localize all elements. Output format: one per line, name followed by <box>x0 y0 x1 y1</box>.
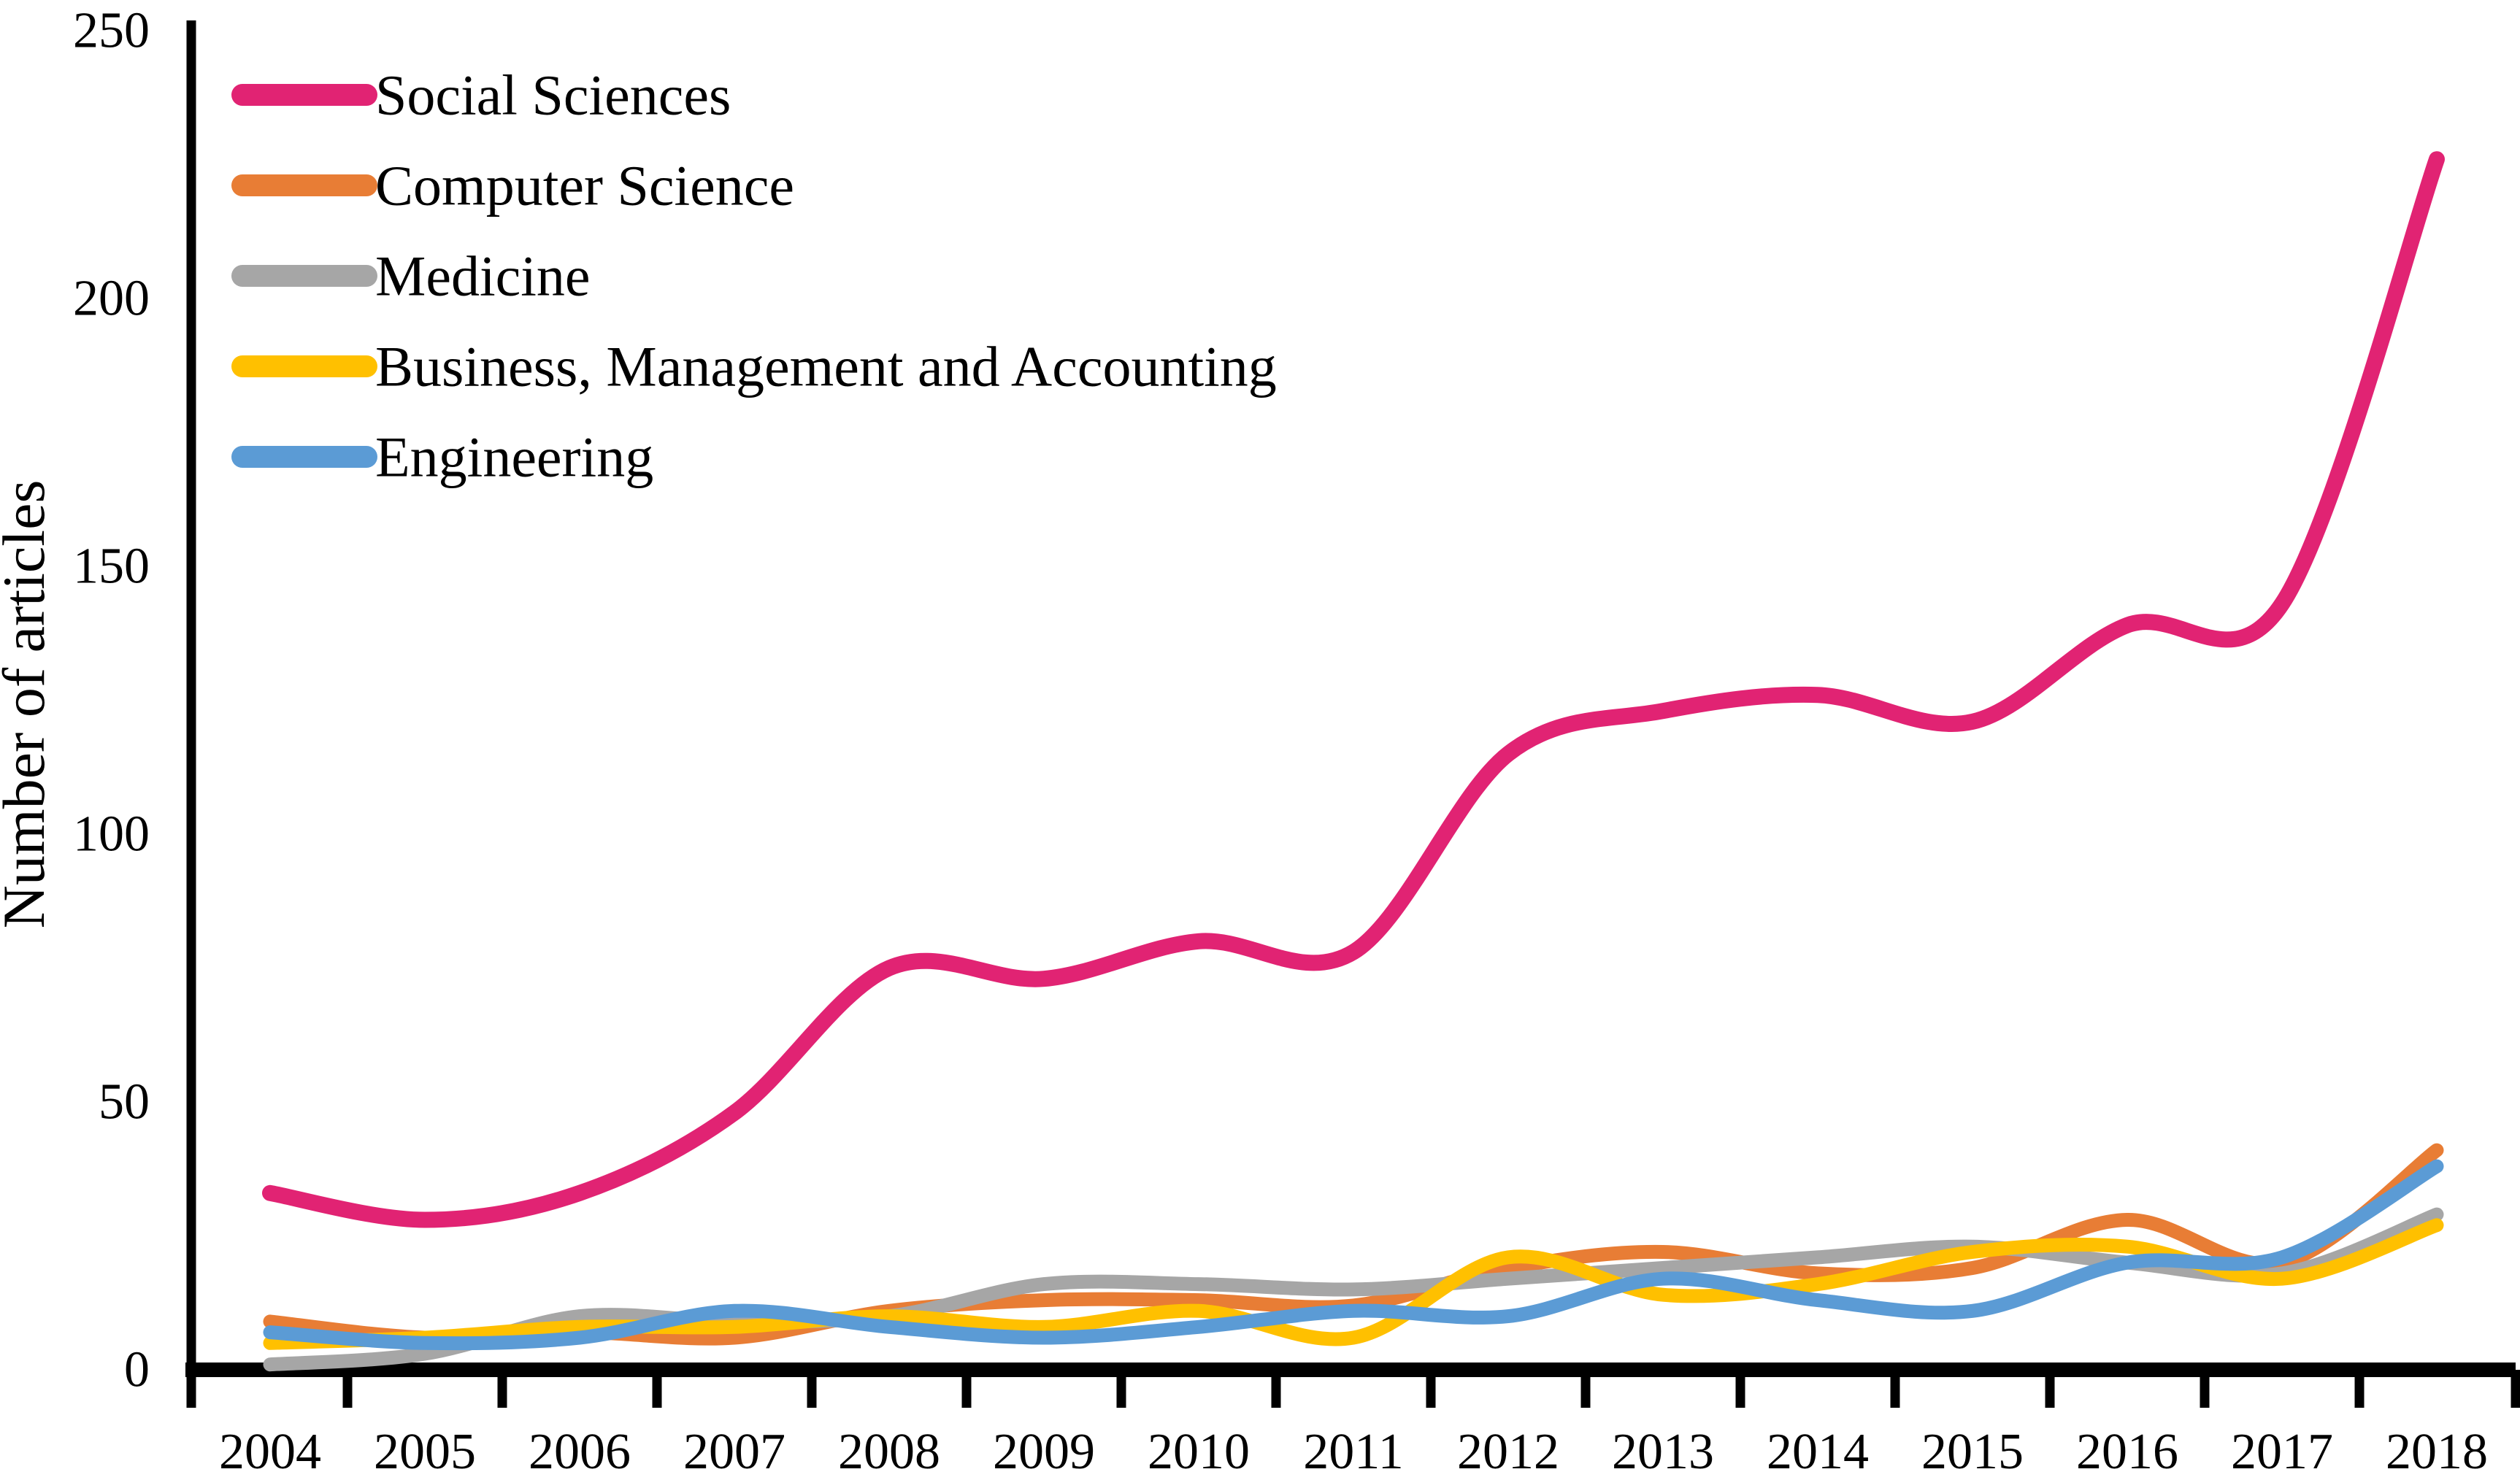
x-tick-label: 2004 <box>219 1424 321 1480</box>
y-tick-label: 200 <box>73 271 150 327</box>
series-line-social-sciences <box>262 151 2445 1228</box>
legend-label-business-management-and-accounting: Business, Management and Accounting <box>375 335 1277 398</box>
x-tick-label: 2005 <box>374 1424 476 1480</box>
legend-label-computer-science: Computer Science <box>375 154 794 217</box>
x-tick-label: 2017 <box>2231 1424 2333 1480</box>
x-tick-label: 2007 <box>683 1424 785 1480</box>
series-lines <box>262 151 2445 1372</box>
legend-label-engineering: Engineering <box>375 425 653 489</box>
legend: Social Sciences Computer Science Medicine B… <box>231 63 1277 489</box>
x-tick-label: 2011 <box>1303 1424 1403 1480</box>
x-tick-label: 2013 <box>1612 1424 1714 1480</box>
y-tick-label: 150 <box>73 539 150 595</box>
x-tick-label: 2006 <box>529 1424 631 1480</box>
y-tick-label: 50 <box>99 1074 150 1130</box>
legend-label-medicine: Medicine <box>375 244 591 308</box>
x-axis-labels: 2004 2005 2006 2007 2008 2009 2010 2011 2012 2013… <box>219 1424 2488 1480</box>
axes <box>185 20 2520 1408</box>
legend-label-social-sciences: Social Sciences <box>375 63 731 127</box>
y-tick-label: 0 <box>124 1342 150 1398</box>
x-tick-label: 2012 <box>1457 1424 1559 1480</box>
x-tick-label: 2009 <box>993 1424 1095 1480</box>
x-tick-label: 2015 <box>1921 1424 2024 1480</box>
x-tick-label: 2010 <box>1148 1424 1250 1480</box>
x-tick-label: 2014 <box>1767 1424 1869 1480</box>
x-tick-label: 2016 <box>2076 1424 2178 1480</box>
y-tick-label: 100 <box>73 806 150 863</box>
y-axis-labels: 0 50 100 150 200 250 <box>73 3 150 1398</box>
y-axis-title: Number of articles <box>0 480 57 929</box>
series-line-medicine <box>263 1207 2444 1372</box>
x-tick-label: 2008 <box>838 1424 940 1480</box>
series-line-engineering <box>263 1159 2444 1351</box>
x-tick-label: 2018 <box>2386 1424 2488 1480</box>
y-tick-label: 250 <box>73 3 150 59</box>
